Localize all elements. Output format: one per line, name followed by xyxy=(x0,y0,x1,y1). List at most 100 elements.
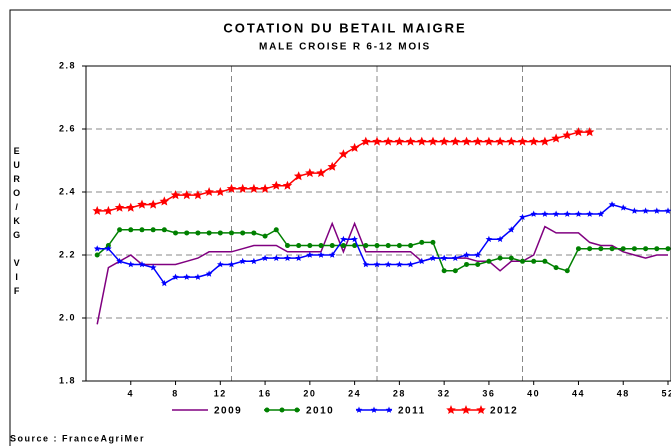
marker xyxy=(150,227,156,233)
marker xyxy=(551,133,561,143)
marker xyxy=(305,168,315,178)
marker xyxy=(620,246,626,252)
marker xyxy=(440,254,448,261)
chart-title: COTATION DU BETAIL MAIGRE xyxy=(223,20,466,35)
x-tick-label: 4 xyxy=(128,388,135,398)
marker xyxy=(161,279,168,287)
marker xyxy=(506,136,517,146)
marker xyxy=(419,239,425,245)
marker xyxy=(284,243,290,249)
y-tick-label: 2.0 xyxy=(59,312,76,322)
legend-item: 2011 xyxy=(355,406,424,417)
marker xyxy=(597,210,605,217)
marker xyxy=(653,207,661,214)
marker xyxy=(461,405,471,414)
marker xyxy=(362,261,370,268)
marker xyxy=(170,190,181,200)
marker xyxy=(540,136,550,146)
marker xyxy=(182,190,192,200)
marker xyxy=(517,136,528,146)
marker xyxy=(587,246,593,252)
marker xyxy=(441,268,447,274)
marker xyxy=(138,261,146,268)
marker xyxy=(293,171,304,181)
marker xyxy=(450,136,461,146)
marker xyxy=(295,254,302,261)
marker xyxy=(215,187,226,196)
marker xyxy=(407,261,414,268)
marker xyxy=(383,136,393,146)
marker xyxy=(161,227,167,233)
marker xyxy=(475,261,481,267)
marker xyxy=(228,261,235,268)
chart-subtitle: MALE CROISE R 6-12 MOIS xyxy=(259,42,431,53)
marker xyxy=(508,226,515,233)
marker xyxy=(195,230,201,236)
marker xyxy=(172,273,179,280)
marker xyxy=(541,210,549,217)
x-tick-label: 40 xyxy=(527,388,540,398)
x-tick-label: 16 xyxy=(259,388,272,398)
marker xyxy=(226,183,237,193)
x-tick-label: 32 xyxy=(438,388,451,398)
marker xyxy=(237,183,248,193)
marker xyxy=(654,246,660,252)
marker xyxy=(193,190,203,200)
marker xyxy=(520,258,525,264)
marker xyxy=(279,407,285,413)
legend-label: 2009 xyxy=(214,406,242,417)
marker xyxy=(384,261,392,268)
marker xyxy=(114,202,125,212)
marker xyxy=(552,210,560,217)
marker xyxy=(316,168,326,178)
marker xyxy=(340,243,346,249)
legend-item: 2012 xyxy=(446,405,518,417)
marker xyxy=(385,406,393,413)
marker xyxy=(417,136,427,146)
marker xyxy=(584,127,595,137)
marker xyxy=(307,243,313,249)
x-tick-label: 24 xyxy=(348,388,361,398)
marker xyxy=(184,230,190,236)
marker xyxy=(127,261,135,268)
marker xyxy=(446,405,456,414)
marker xyxy=(473,136,483,146)
marker xyxy=(631,207,638,214)
marker xyxy=(159,196,170,206)
marker xyxy=(586,210,593,217)
y-tick-label: 2.8 xyxy=(59,60,76,70)
marker xyxy=(328,251,336,258)
marker xyxy=(261,254,269,261)
marker xyxy=(542,258,548,264)
marker xyxy=(148,199,158,209)
marker xyxy=(229,230,234,236)
marker xyxy=(294,407,300,413)
x-tick-label: 52 xyxy=(661,388,671,398)
marker xyxy=(609,246,615,252)
marker xyxy=(183,273,191,280)
marker xyxy=(563,210,571,217)
legend-label: 2012 xyxy=(490,406,518,417)
marker xyxy=(349,142,360,152)
marker xyxy=(204,187,214,196)
marker xyxy=(664,207,671,214)
marker xyxy=(394,136,405,146)
marker xyxy=(373,261,381,268)
marker xyxy=(173,230,179,236)
y-axis-label: EURO/KG VIF xyxy=(12,146,22,300)
marker xyxy=(351,235,358,243)
marker xyxy=(105,245,112,252)
y-tick-label: 2.6 xyxy=(59,123,76,133)
marker xyxy=(643,246,649,252)
marker xyxy=(338,149,349,159)
marker xyxy=(428,136,438,146)
marker xyxy=(251,230,257,236)
marker xyxy=(317,251,325,258)
x-tick-label: 20 xyxy=(303,388,316,398)
marker xyxy=(486,258,492,264)
series-line xyxy=(97,131,590,212)
marker xyxy=(355,406,363,413)
marker xyxy=(282,180,293,190)
series-line xyxy=(97,203,668,285)
marker xyxy=(396,243,402,249)
